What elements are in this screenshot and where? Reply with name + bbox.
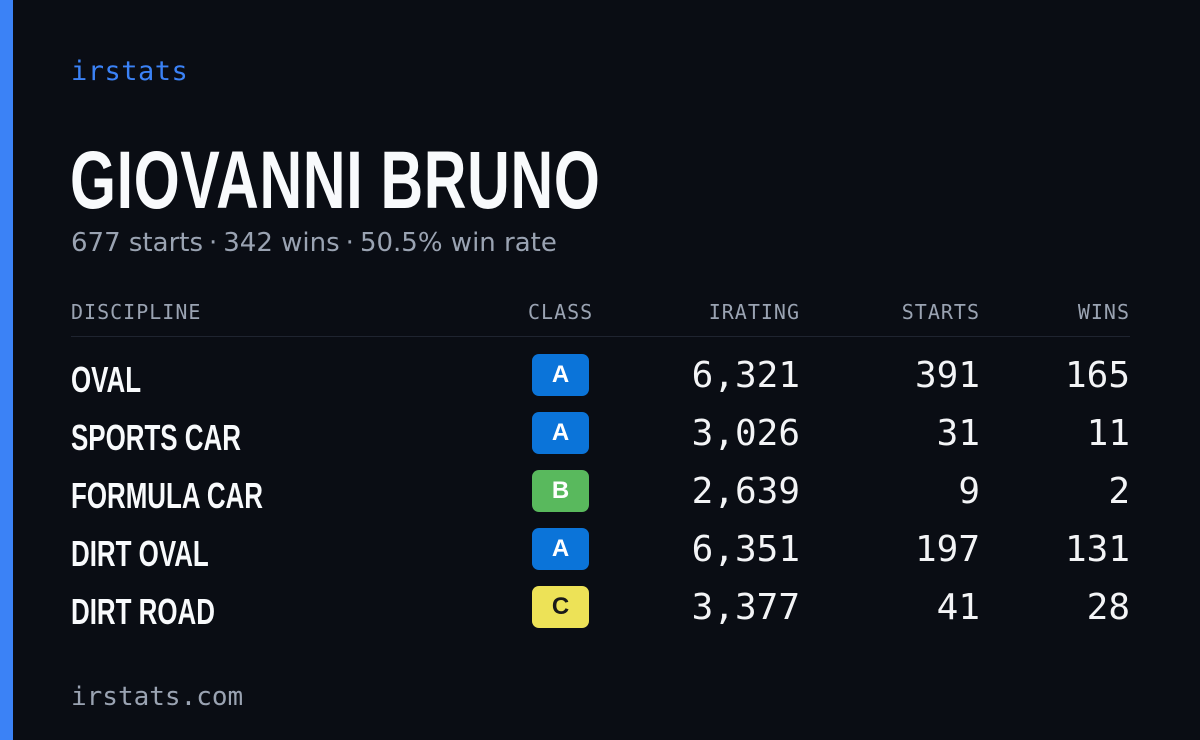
table-row: OVAL A 6,321 391 165	[0, 354, 1200, 412]
starts-value: 41	[936, 587, 980, 628]
driver-name: GIOVANNI BRUNO	[70, 135, 601, 226]
discipline-name: SPORTS CAR	[71, 417, 241, 458]
column-header-class: CLASS	[528, 300, 594, 324]
class-badge: A	[532, 528, 589, 570]
column-header-discipline: DISCIPLINE	[71, 300, 202, 324]
wins-value: 131	[1064, 529, 1130, 570]
wins-value: 11	[1086, 413, 1130, 454]
table-row: DIRT OVAL A 6,351 197 131	[0, 528, 1200, 586]
starts-value: 9	[958, 471, 980, 512]
starts-value: 197	[914, 529, 980, 570]
irating-value: 3,026	[691, 413, 800, 454]
discipline-name: FORMULA CAR	[71, 475, 263, 516]
brand-logo[interactable]: irstats	[71, 56, 189, 87]
irating-value: 6,321	[691, 355, 800, 396]
starts-value: 31	[936, 413, 980, 454]
column-header-wins: WINS	[1077, 300, 1130, 324]
class-badge: A	[532, 412, 589, 454]
wins-value: 2	[1108, 471, 1130, 512]
class-badge: A	[532, 354, 589, 396]
summary-win-rate: 50.5% win rate	[359, 228, 557, 258]
wins-value: 165	[1064, 355, 1130, 396]
table-row: DIRT ROAD C 3,377 41 28	[0, 586, 1200, 644]
wins-value: 28	[1086, 587, 1130, 628]
footer-url[interactable]: irstats.com	[71, 682, 244, 712]
summary-starts: 677 starts	[71, 228, 203, 258]
discipline-name: OVAL	[71, 359, 142, 400]
irating-value: 2,639	[691, 471, 800, 512]
class-badge: B	[532, 470, 589, 512]
table-row: SPORTS CAR A 3,026 31 11	[0, 412, 1200, 470]
starts-value: 391	[914, 355, 980, 396]
class-badge: C	[532, 586, 589, 628]
irating-value: 6,351	[691, 529, 800, 570]
irating-value: 3,377	[691, 587, 800, 628]
discipline-name: DIRT OVAL	[71, 533, 209, 574]
summary-wins: 342 wins	[223, 228, 340, 258]
driver-summary: 677 starts · 342 wins · 50.5% win rate	[71, 228, 557, 258]
column-header-irating: IRATING	[708, 300, 800, 324]
discipline-name: DIRT ROAD	[71, 591, 215, 632]
table-row: FORMULA CAR B 2,639 9 2	[0, 470, 1200, 528]
header-divider	[71, 336, 1130, 337]
accent-bar	[0, 0, 13, 740]
column-header-starts: STARTS	[901, 300, 980, 324]
summary-separator: ·	[345, 228, 354, 258]
summary-separator: ·	[209, 228, 218, 258]
